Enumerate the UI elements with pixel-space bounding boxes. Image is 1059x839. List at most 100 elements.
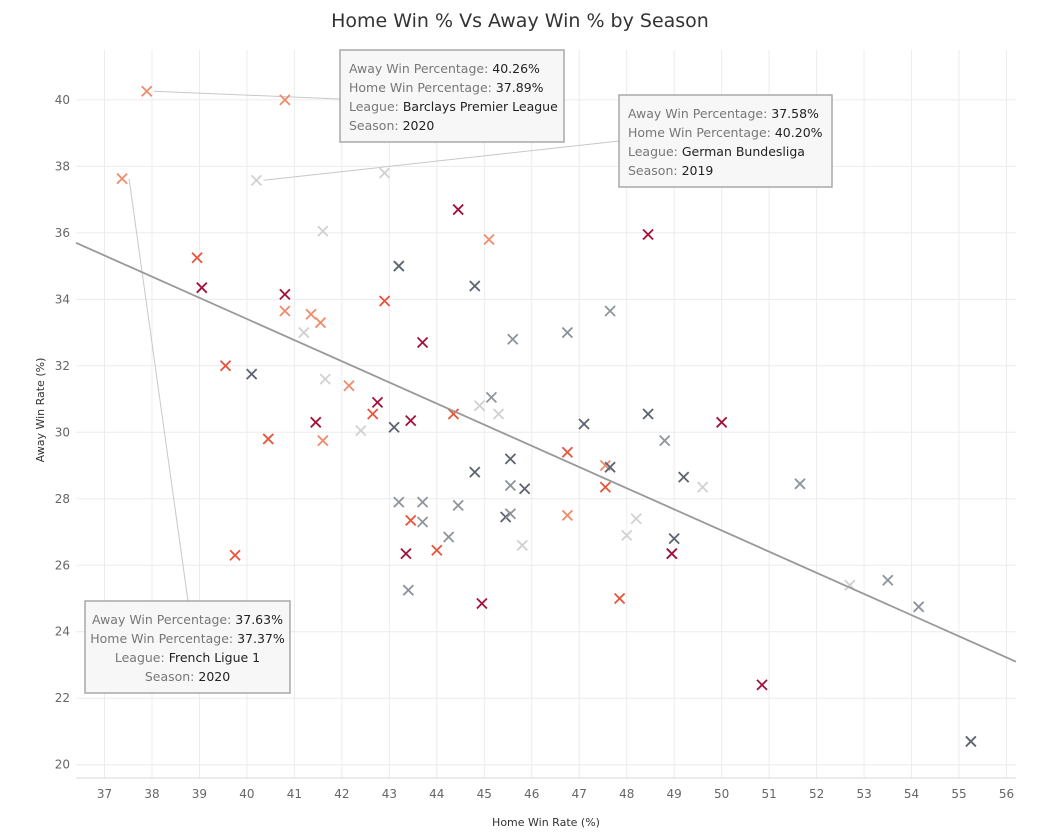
data-point[interactable] bbox=[400, 547, 412, 560]
data-point[interactable] bbox=[219, 360, 232, 372]
data-point[interactable] bbox=[279, 94, 291, 106]
data-point[interactable] bbox=[371, 396, 384, 409]
data-point[interactable] bbox=[405, 514, 417, 527]
data-point[interactable] bbox=[416, 496, 429, 508]
y-axis-label: Away Win Rate (%) bbox=[34, 358, 47, 463]
tooltip-line: Away Win Percentage: 37.63% bbox=[92, 612, 283, 627]
tooltip-value: 37.63% bbox=[235, 612, 283, 627]
data-point[interactable] bbox=[716, 416, 728, 428]
data-point[interactable] bbox=[965, 735, 977, 748]
data-point[interactable] bbox=[469, 466, 481, 478]
data-point[interactable] bbox=[116, 173, 128, 185]
data-point[interactable] bbox=[355, 424, 367, 437]
data-point[interactable] bbox=[141, 85, 153, 97]
data-point[interactable] bbox=[516, 539, 528, 551]
data-point[interactable] bbox=[642, 408, 654, 420]
data-point[interactable] bbox=[630, 513, 642, 525]
data-point[interactable] bbox=[298, 326, 310, 339]
data-point[interactable] bbox=[388, 421, 400, 433]
data-point[interactable] bbox=[578, 418, 590, 430]
data-point[interactable] bbox=[447, 408, 460, 420]
data-point[interactable] bbox=[794, 478, 806, 490]
data-point[interactable] bbox=[431, 544, 443, 556]
tooltip-key: Season: bbox=[145, 669, 199, 684]
data-point[interactable] bbox=[666, 547, 678, 560]
tooltip-value: Barclays Premier League bbox=[403, 99, 558, 114]
data-point[interactable] bbox=[405, 415, 417, 427]
data-point[interactable] bbox=[469, 280, 481, 292]
annotation-tooltip: Away Win Percentage: 37.58% Home Win Perc… bbox=[618, 94, 833, 188]
data-point[interactable] bbox=[561, 446, 574, 458]
data-point[interactable] bbox=[504, 453, 517, 465]
data-point[interactable] bbox=[229, 549, 241, 561]
data-point[interactable] bbox=[393, 496, 405, 508]
data-point[interactable] bbox=[599, 481, 611, 493]
tooltip-key: Away Win Percentage: bbox=[92, 612, 235, 627]
data-point[interactable] bbox=[697, 481, 709, 493]
y-tick-label: 36 bbox=[55, 226, 70, 240]
data-point[interactable] bbox=[500, 511, 512, 523]
data-point[interactable] bbox=[604, 305, 616, 317]
trend-line bbox=[75, 241, 1017, 663]
data-point[interactable] bbox=[250, 174, 263, 186]
y-tick-label: 28 bbox=[55, 492, 70, 506]
data-point[interactable] bbox=[483, 233, 495, 246]
data-point[interactable] bbox=[416, 516, 429, 528]
data-point[interactable] bbox=[642, 228, 654, 241]
data-point[interactable] bbox=[343, 380, 355, 392]
data-point[interactable] bbox=[621, 529, 633, 541]
data-point[interactable] bbox=[452, 203, 464, 216]
data-point[interactable] bbox=[659, 434, 671, 447]
data-point[interactable] bbox=[678, 471, 690, 483]
data-point[interactable] bbox=[604, 461, 616, 473]
data-point[interactable] bbox=[561, 509, 574, 522]
data-point[interactable] bbox=[314, 316, 327, 329]
data-point[interactable] bbox=[402, 584, 414, 596]
data-point[interactable] bbox=[191, 252, 203, 264]
tooltip-value: French Ligue 1 bbox=[169, 650, 260, 665]
data-point[interactable] bbox=[317, 225, 329, 237]
data-point[interactable] bbox=[393, 260, 405, 272]
x-tick-label: 41 bbox=[287, 787, 302, 801]
x-tick-label: 39 bbox=[192, 787, 207, 801]
tooltip-line: Season: 2020 bbox=[145, 669, 230, 684]
tooltip-key: League: bbox=[115, 650, 169, 665]
y-tick-label: 22 bbox=[55, 691, 70, 705]
data-point[interactable] bbox=[485, 391, 498, 404]
data-point[interactable] bbox=[913, 601, 925, 613]
tooltip-key: Home Win Percentage: bbox=[90, 631, 237, 646]
data-point[interactable] bbox=[668, 533, 680, 545]
data-point[interactable] bbox=[317, 434, 329, 447]
data-point[interactable] bbox=[319, 373, 331, 385]
data-point[interactable] bbox=[416, 336, 429, 349]
x-tick-label: 52 bbox=[809, 787, 824, 801]
data-point[interactable] bbox=[378, 295, 391, 307]
data-point[interactable] bbox=[507, 333, 519, 345]
data-point[interactable] bbox=[279, 305, 291, 317]
data-point[interactable] bbox=[492, 408, 505, 420]
data-point[interactable] bbox=[310, 416, 322, 428]
data-point[interactable] bbox=[504, 508, 517, 520]
data-point[interactable] bbox=[882, 574, 894, 586]
tooltip-value: 40.26% bbox=[492, 61, 540, 76]
data-point[interactable] bbox=[196, 282, 208, 294]
data-point[interactable] bbox=[378, 167, 391, 179]
data-point[interactable] bbox=[279, 288, 291, 300]
data-point[interactable] bbox=[561, 326, 574, 339]
data-point[interactable] bbox=[756, 679, 768, 691]
data-point[interactable] bbox=[246, 368, 258, 380]
data-points bbox=[116, 85, 977, 748]
data-point[interactable] bbox=[367, 408, 379, 420]
data-point[interactable] bbox=[262, 433, 274, 445]
data-point[interactable] bbox=[452, 499, 464, 512]
data-point[interactable] bbox=[504, 479, 517, 492]
data-point[interactable] bbox=[476, 597, 488, 610]
data-point[interactable] bbox=[613, 592, 626, 605]
data-point[interactable] bbox=[305, 308, 317, 320]
data-point[interactable] bbox=[443, 531, 455, 543]
x-tick-label: 43 bbox=[382, 787, 397, 801]
tooltip-value: 40.20% bbox=[775, 125, 823, 140]
data-point[interactable] bbox=[473, 400, 486, 412]
data-point[interactable] bbox=[518, 483, 531, 495]
